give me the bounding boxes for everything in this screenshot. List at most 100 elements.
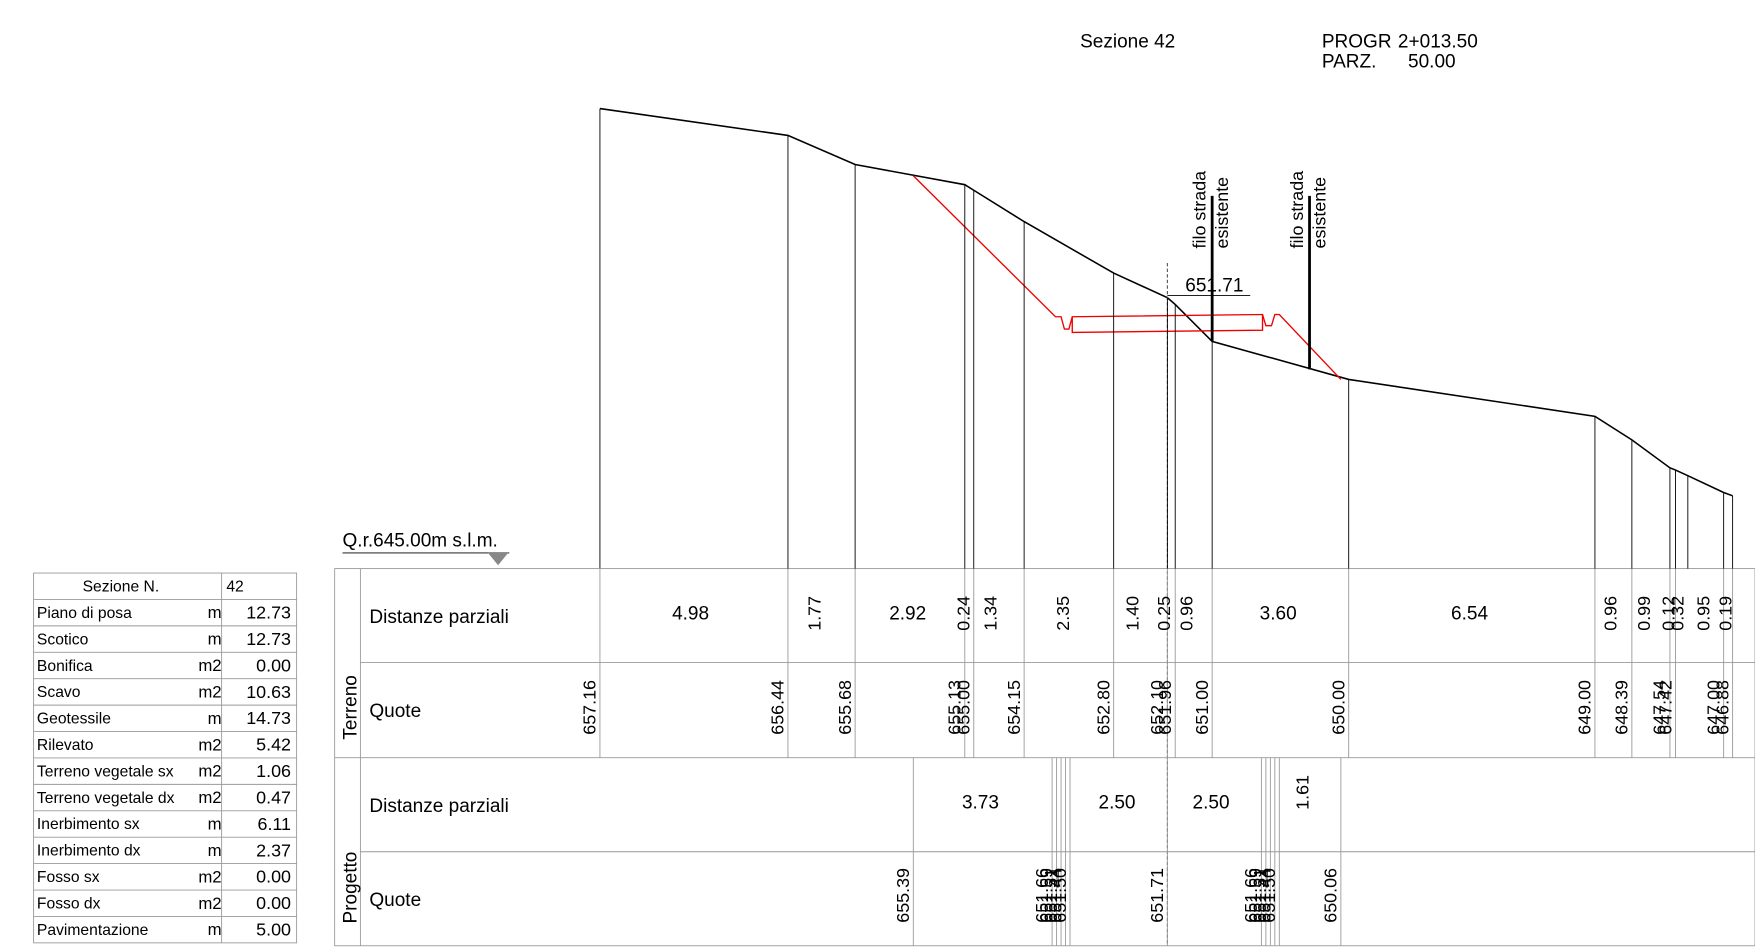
table-value: 5.42	[256, 735, 291, 755]
terrain-profile	[599, 107, 1733, 497]
row-label: Quote	[369, 701, 421, 722]
project-distance: 2.50	[1193, 793, 1230, 814]
terrain-distance: 4.98	[672, 603, 709, 624]
terrain-distance: 0.25	[1154, 596, 1174, 631]
table-unit: m	[208, 603, 222, 622]
table-unit: m	[208, 841, 222, 860]
terrain-quote: 655.13	[945, 680, 965, 735]
row-label: Distanze parziali	[369, 796, 509, 817]
project-distance: 1.61	[1293, 775, 1313, 810]
row-label: Quote	[369, 890, 421, 911]
reference-marker	[488, 552, 509, 566]
project-quote: 655.39	[893, 868, 913, 923]
project-quote: 651.44	[1045, 868, 1065, 923]
terrain-quote: 647.00	[1703, 680, 1723, 735]
table-label: Terreno vegetale dx	[37, 790, 175, 807]
terrain-distance: 3.60	[1260, 603, 1297, 624]
table-unit: m	[208, 709, 222, 728]
axis-quote: 651.71	[1185, 276, 1243, 297]
table-unit: m	[208, 920, 222, 939]
table-header: Sezione N.	[83, 579, 160, 596]
terrain-distance: 2.92	[889, 603, 926, 624]
road-edge-label: filo strada	[1190, 171, 1210, 249]
terrain-quote: 656.44	[768, 680, 788, 735]
table-value: 0.00	[256, 655, 291, 675]
table-unit: m2	[198, 656, 221, 675]
terrain-distance: 0.12	[1659, 596, 1679, 631]
terrain-quote: 648.39	[1612, 680, 1632, 735]
terrain-distance: 1.77	[805, 596, 825, 631]
table-unit: m2	[198, 867, 221, 886]
project-quote: 651.71	[1147, 868, 1167, 923]
table-value: 0.00	[256, 893, 291, 913]
table-unit: m	[208, 815, 222, 834]
table-unit: m2	[198, 682, 221, 701]
terrain-quote: 651.96	[1155, 680, 1175, 735]
table-label: Scavo	[37, 684, 81, 701]
table-label: Fosso sx	[37, 869, 100, 886]
row-label: Distanze parziali	[369, 607, 509, 628]
table-unit: m	[208, 630, 222, 649]
terrain-distance: 2.35	[1053, 596, 1073, 631]
terrain-quote: 655.00	[954, 680, 974, 735]
project-distance: 3.73	[962, 793, 999, 814]
table-value: 2.37	[256, 840, 291, 860]
terrain-distance: 0.95	[1693, 596, 1713, 631]
terrain-quote: 657.16	[580, 680, 600, 735]
terrain-distance: 0.24	[954, 596, 974, 631]
terrain-quote: 654.15	[1004, 680, 1024, 735]
table-value: 12.73	[246, 629, 291, 649]
table-value: 5.00	[256, 919, 291, 939]
terrain-quote: 646.88	[1712, 680, 1732, 735]
table-value: 10.63	[246, 682, 291, 702]
table-value: 6.11	[258, 814, 292, 834]
terrain-distance: 0.32	[1668, 596, 1688, 631]
project-quote: 650.06	[1321, 868, 1341, 923]
table-unit: m2	[198, 788, 221, 807]
terrain-distance: 0.96	[1600, 596, 1620, 631]
terrain-distance: 1.40	[1123, 596, 1143, 631]
table-value: 14.73	[246, 708, 291, 728]
table-value: 1.06	[256, 761, 291, 781]
band-label: Terreno	[340, 675, 361, 739]
project-distance: 2.50	[1099, 793, 1136, 814]
terrain-quote: 647.42	[1655, 680, 1675, 735]
terrain-quote: 652.80	[1093, 680, 1113, 735]
project-quote: 651.51	[1250, 868, 1270, 923]
reference-level: Q.r.645.00m s.l.m.	[343, 531, 498, 552]
project-quote: 651.66	[1032, 868, 1052, 923]
section-title: Sezione 42	[1080, 32, 1175, 53]
table-label: Inerbimento dx	[37, 843, 141, 860]
project-quote: 651.51	[1041, 868, 1061, 923]
table-value: 0.00	[256, 867, 291, 887]
road-edge-label: filo strada	[1287, 171, 1307, 249]
table-label: Bonifica	[37, 658, 93, 675]
terrain-quote: 650.00	[1328, 680, 1348, 735]
terrain-distance: 0.96	[1176, 596, 1196, 631]
summary-table: Sezione N. 42 Piano di posa m 12.73 Scotico m 1…	[33, 572, 298, 944]
table-unit: m2	[198, 894, 221, 913]
terrain-quote: 649.00	[1575, 680, 1595, 735]
table-label: Terreno vegetale sx	[37, 763, 174, 780]
project-quote: 651.50	[1259, 868, 1279, 923]
terrain-quote: 647.54	[1650, 680, 1670, 735]
project-quote: 651.50	[1050, 868, 1070, 923]
table-label: Piano di posa	[37, 605, 132, 622]
terrain-distance: 1.34	[980, 596, 1000, 631]
terrain-quote: 652.10	[1147, 680, 1167, 735]
road-edge-label: esistente	[1309, 177, 1329, 249]
table-label: Inerbimento sx	[37, 816, 140, 833]
progr-value: 2+013.50	[1398, 32, 1478, 53]
terrain-distance: 0.19	[1716, 596, 1736, 631]
terrain-quote: 651.00	[1192, 680, 1212, 735]
parz-value: 50.00	[1408, 52, 1456, 73]
progr-label: PROGR	[1322, 32, 1392, 53]
road-edge-label: esistente	[1212, 177, 1232, 249]
table-value: 12.73	[246, 603, 291, 623]
table-label: Rilevato	[37, 737, 94, 754]
project-quote: 651.66	[1241, 868, 1261, 923]
band-frame	[334, 568, 1755, 947]
band-label: Progetto	[340, 852, 361, 924]
table-unit: m2	[198, 735, 221, 754]
